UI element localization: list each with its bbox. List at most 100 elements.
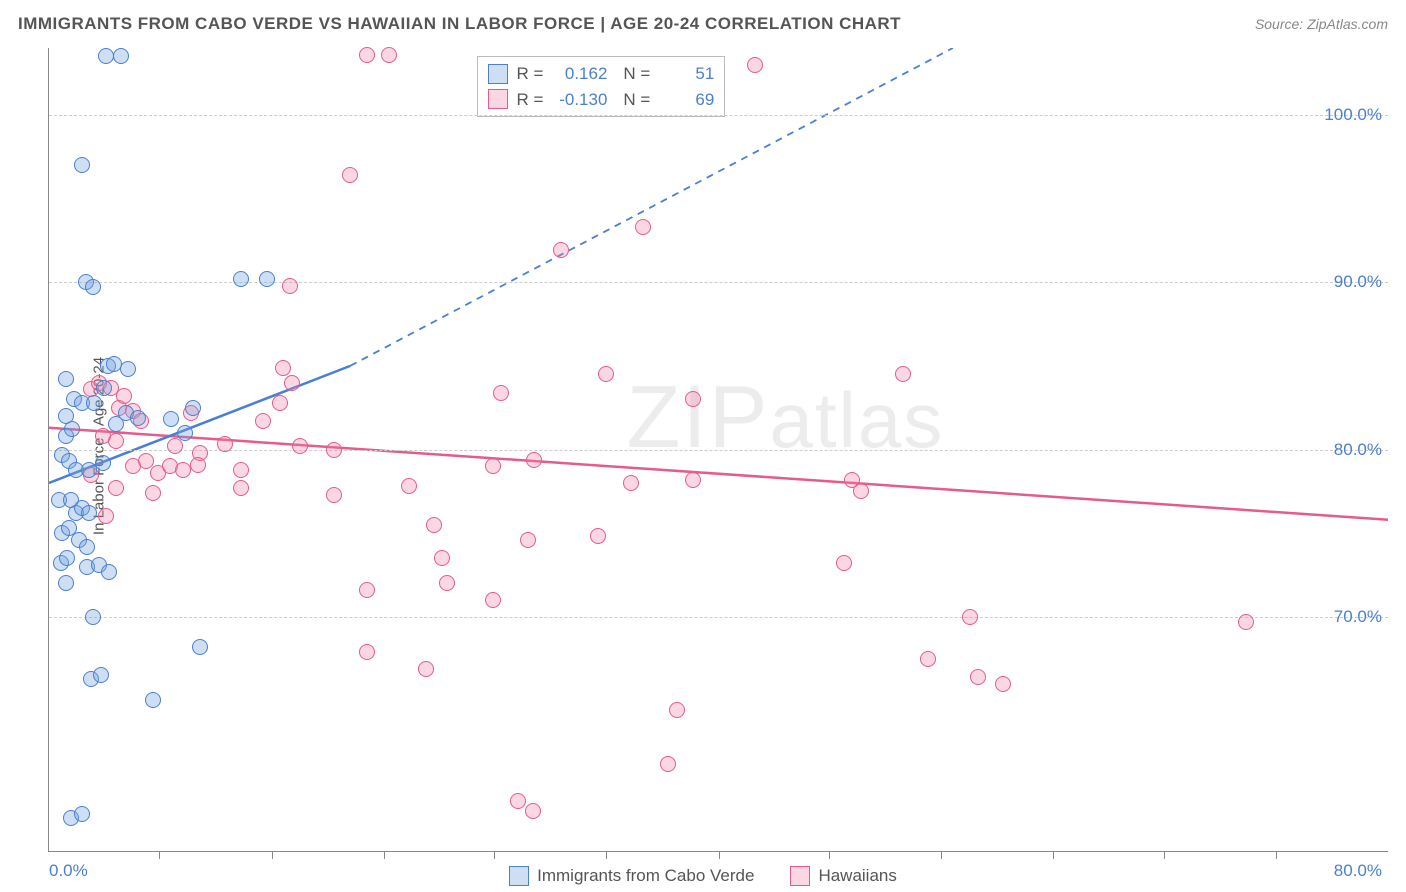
stats-row-pink: R = -0.130 N = 69: [488, 87, 714, 113]
gridline-h: [49, 617, 1388, 618]
scatter-point-pink: [434, 550, 450, 566]
scatter-point-pink: [217, 436, 233, 452]
scatter-point-pink: [359, 582, 375, 598]
gridline-h: [49, 115, 1388, 116]
scatter-point-pink: [255, 413, 271, 429]
bottom-legend: Immigrants from Cabo Verde Hawaiians: [0, 866, 1406, 886]
chart-header: IMMIGRANTS FROM CABO VERDE VS HAWAIIAN I…: [0, 0, 1406, 48]
scatter-point-blue: [85, 279, 101, 295]
scatter-point-pink: [233, 462, 249, 478]
scatter-point-pink: [116, 388, 132, 404]
scatter-point-pink: [108, 480, 124, 496]
scatter-point-pink: [485, 592, 501, 608]
scatter-point-blue: [79, 539, 95, 555]
scatter-point-blue: [59, 550, 75, 566]
scatter-point-pink: [1238, 614, 1254, 630]
legend-swatch-blue: [509, 866, 529, 886]
scatter-point-pink: [525, 803, 541, 819]
scatter-point-blue: [192, 639, 208, 655]
legend-item-blue: Immigrants from Cabo Verde: [509, 866, 754, 886]
x-tick: [606, 851, 607, 859]
x-tick: [1276, 851, 1277, 859]
scatter-point-pink: [853, 483, 869, 499]
scatter-point-blue: [95, 455, 111, 471]
legend-label-pink: Hawaiians: [818, 866, 896, 886]
chart-source: Source: ZipAtlas.com: [1255, 16, 1388, 32]
scatter-point-blue: [58, 408, 74, 424]
n-label: N =: [623, 61, 650, 87]
scatter-point-blue: [233, 271, 249, 287]
scatter-point-pink: [292, 438, 308, 454]
legend-swatch-pink: [790, 866, 810, 886]
swatch-blue: [488, 64, 508, 84]
scatter-point-blue: [259, 271, 275, 287]
scatter-point-pink: [526, 452, 542, 468]
scatter-point-pink: [284, 375, 300, 391]
gridline-h: [49, 282, 1388, 283]
stats-row-blue: R = 0.162 N = 51: [488, 61, 714, 87]
plot-area: ZIPatlas R = 0.162 N = 51 R = -0.130 N =…: [48, 48, 1388, 852]
scatter-point-pink: [995, 676, 1011, 692]
x-tick: [494, 851, 495, 859]
scatter-point-blue: [163, 411, 179, 427]
scatter-point-pink: [747, 57, 763, 73]
scatter-point-blue: [177, 425, 193, 441]
n-value-pink: 69: [658, 87, 714, 113]
scatter-point-pink: [669, 702, 685, 718]
scatter-point-pink: [485, 458, 501, 474]
scatter-point-pink: [590, 528, 606, 544]
n-value-blue: 51: [658, 61, 714, 87]
scatter-point-blue: [86, 395, 102, 411]
scatter-point-pink: [342, 167, 358, 183]
scatter-point-pink: [685, 472, 701, 488]
scatter-point-pink: [685, 391, 701, 407]
scatter-point-pink: [175, 462, 191, 478]
watermark-suffix: atlas: [770, 376, 945, 464]
scatter-point-blue: [113, 48, 129, 64]
scatter-point-pink: [98, 508, 114, 524]
legend-label-blue: Immigrants from Cabo Verde: [537, 866, 754, 886]
scatter-point-blue: [101, 564, 117, 580]
scatter-point-blue: [58, 371, 74, 387]
y-tick-label: 90.0%: [1334, 272, 1382, 292]
scatter-point-pink: [439, 575, 455, 591]
scatter-point-pink: [359, 644, 375, 660]
scatter-point-pink: [836, 555, 852, 571]
scatter-point-pink: [326, 442, 342, 458]
scatter-point-pink: [145, 485, 161, 501]
scatter-point-pink: [282, 278, 298, 294]
scatter-point-blue: [93, 667, 109, 683]
x-tick: [941, 851, 942, 859]
scatter-point-blue: [96, 380, 112, 396]
legend-item-pink: Hawaiians: [790, 866, 896, 886]
x-tick: [719, 851, 720, 859]
scatter-point-blue: [130, 410, 146, 426]
scatter-point-blue: [120, 361, 136, 377]
x-tick: [272, 851, 273, 859]
scatter-point-pink: [401, 478, 417, 494]
y-tick-label: 100.0%: [1324, 105, 1382, 125]
scatter-point-blue: [145, 692, 161, 708]
scatter-point-pink: [190, 457, 206, 473]
watermark: ZIPatlas: [627, 366, 945, 468]
scatter-point-pink: [326, 487, 342, 503]
y-tick-label: 80.0%: [1334, 440, 1382, 460]
scatter-point-pink: [272, 395, 288, 411]
scatter-point-blue: [58, 575, 74, 591]
scatter-point-blue: [98, 48, 114, 64]
watermark-prefix: ZIP: [627, 367, 770, 466]
scatter-point-pink: [95, 428, 111, 444]
scatter-point-blue: [74, 157, 90, 173]
r-label-2: R =: [516, 87, 543, 113]
chart-title: IMMIGRANTS FROM CABO VERDE VS HAWAIIAN I…: [18, 14, 901, 34]
scatter-point-pink: [418, 661, 434, 677]
scatter-point-pink: [381, 47, 397, 63]
gridline-h: [49, 450, 1388, 451]
x-tick: [159, 851, 160, 859]
scatter-point-pink: [598, 366, 614, 382]
scatter-point-pink: [493, 385, 509, 401]
scatter-point-pink: [623, 475, 639, 491]
scatter-point-pink: [510, 793, 526, 809]
x-tick: [829, 851, 830, 859]
scatter-point-pink: [167, 438, 183, 454]
